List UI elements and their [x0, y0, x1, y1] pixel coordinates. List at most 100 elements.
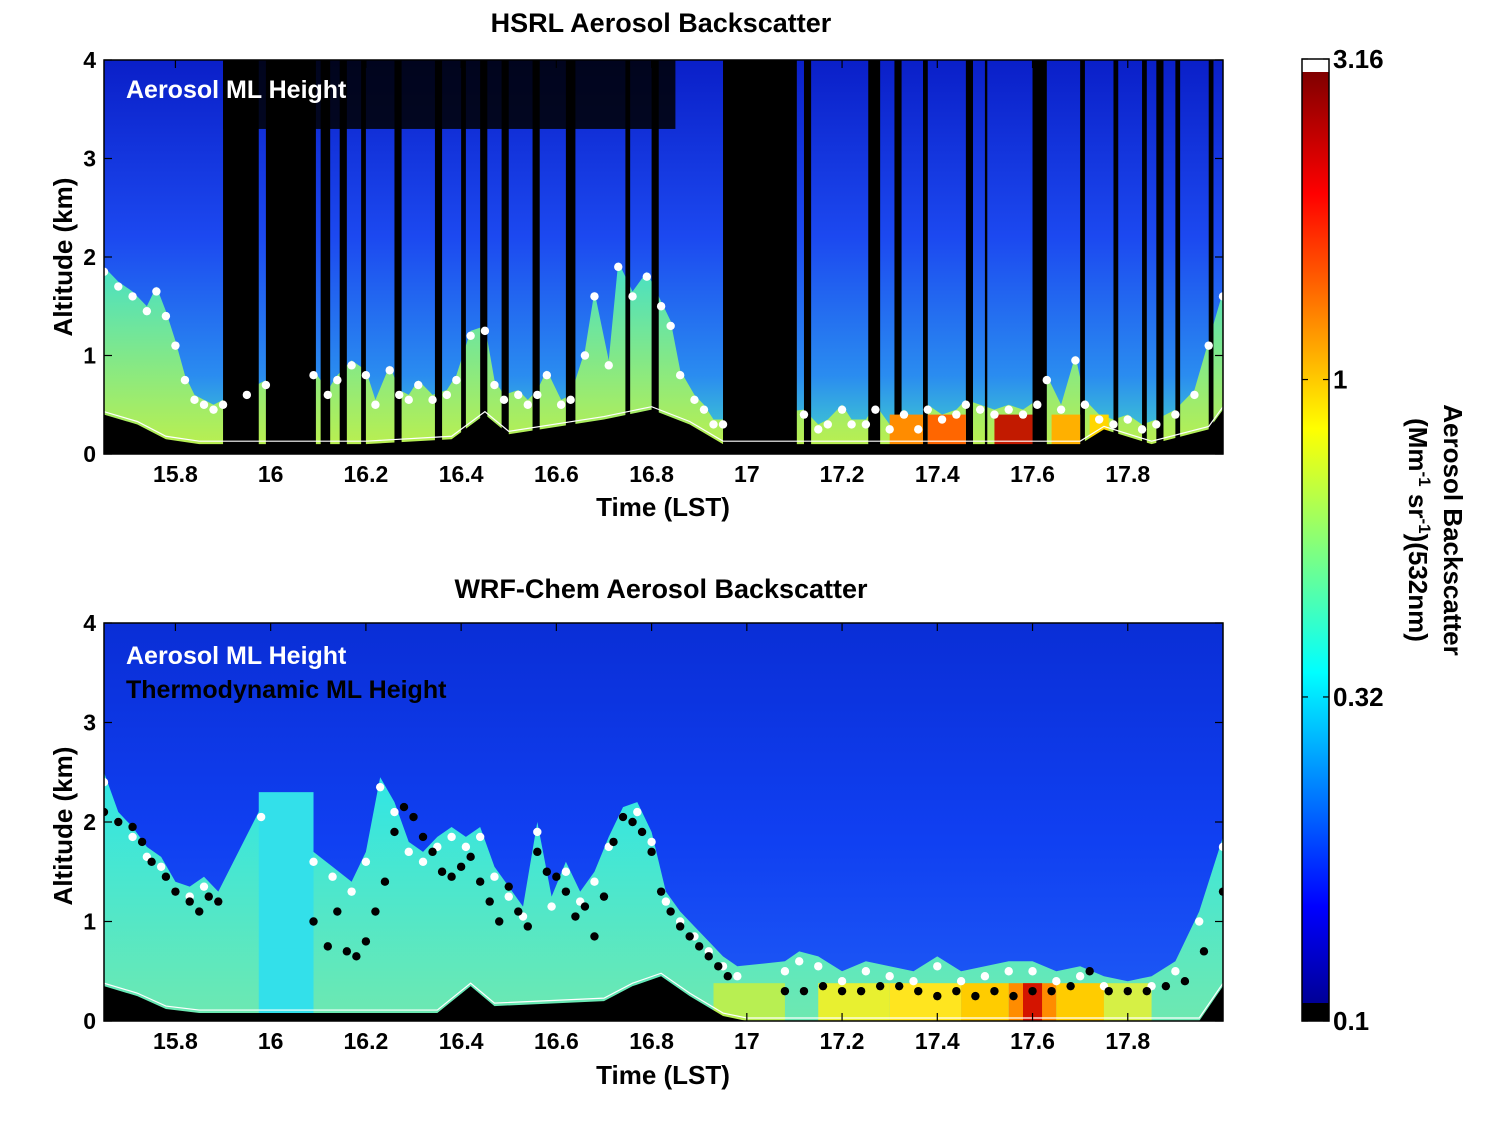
wrf-aerosol-ml-height-point: [814, 962, 823, 971]
hsrl-y-tick-label: 2: [83, 244, 96, 270]
hsrl-aerosol-ml-height-point: [480, 326, 490, 336]
colorbar-gradient: [1302, 72, 1329, 1010]
wrf-thermodynamic-ml-height-point: [195, 907, 204, 916]
hsrl-x-tick-label: 17.8: [1105, 461, 1150, 487]
wrf-aerosol-ml-height-point: [199, 882, 209, 891]
wrf-y-tick-label: 4: [83, 610, 96, 636]
wrf-terrain-outline: [104, 972, 1223, 1019]
wrf-thermodynamic-ml-height-point: [1028, 986, 1037, 996]
wrf-thermodynamic-ml-height-point: [104, 807, 109, 817]
wrf-thermodynamic-ml-height-point: [837, 986, 847, 996]
colorbar-bottom-cap: [1302, 1003, 1329, 1021]
wrf-thermodynamic-ml-height-point: [895, 981, 904, 991]
hsrl-aerosol-ml-height-point: [923, 405, 932, 414]
wrf-aerosol-ml-height-point: [104, 778, 109, 787]
hsrl-aerosol-ml-height-point: [371, 400, 380, 409]
wrf-x-tick-label: 16: [258, 1028, 284, 1054]
wrf-thermodynamic-ml-height-point: [466, 852, 475, 862]
wrf-aerosol-ml-height-point: [309, 857, 318, 866]
wrf-aerosol-ml-height-point: [933, 962, 942, 971]
wrf-aerosol-ml-height-point: [885, 972, 894, 981]
wrf-aerosol-ml-height-point: [1004, 967, 1013, 976]
colorbar-tick-label: 0.1: [1333, 1006, 1369, 1036]
colorbar-tick-label: 1: [1333, 365, 1347, 395]
wrf-aerosol-ml-height-point: [561, 867, 571, 876]
wrf-aerosol-ml-height-point: [418, 857, 428, 866]
wrf-thermodynamic-ml-height-point: [161, 872, 171, 881]
wrf-thermodynamic-ml-height-point: [818, 981, 828, 991]
hsrl-no-data-stripe: [1032, 60, 1047, 454]
hsrl-x-tick-label: 16.2: [344, 461, 389, 487]
wrf-thermodynamic-ml-height-point: [952, 986, 961, 996]
wrf-plot-area: 15.8 16 16.2 16.4 16.6 16.8 17 17.2 17.4 17.6 17.8…: [83, 610, 1224, 1054]
wrf-aerosol-ml-height-point: [533, 827, 542, 837]
hsrl-aerosol-ml-height-point: [1094, 415, 1104, 424]
wrf-y-tick-label: 1: [83, 909, 96, 935]
colorbar-label-line1: Aerosol Backscatter: [1438, 404, 1468, 655]
hsrl-aerosol-ml-height-point: [699, 405, 709, 414]
wrf-thermodynamic-ml-height-point: [204, 892, 213, 901]
wrf-thermodynamic-ml-height-point: [590, 932, 599, 941]
wrf-thermodynamic-ml-height-point: [428, 847, 437, 857]
wrf-thermodynamic-ml-height-point: [1199, 947, 1209, 956]
cbar-unit-1: (Mm: [1403, 418, 1433, 471]
hsrl-aerosol-ml-height-point: [666, 321, 675, 331]
wrf-aerosol-ml-height-point: [1052, 977, 1061, 986]
hsrl-aerosol-ml-height-point: [975, 405, 985, 414]
hsrl-no-data-stripe: [339, 60, 347, 454]
hsrl-no-data-stripe: [1080, 60, 1085, 454]
wrf-thermodynamic-ml-height-point: [656, 887, 666, 896]
hsrl-aerosol-ml-height-point: [1218, 292, 1223, 301]
hsrl-no-data-stripe: [361, 60, 366, 454]
hsrl-no-data-stripe: [565, 60, 576, 454]
wrf-aerosol-ml-height-point: [490, 872, 499, 881]
hsrl-x-tick-label: 16.8: [629, 461, 674, 487]
hsrl-x-tick-label: 16.4: [439, 461, 484, 487]
wrf-thermodynamic-ml-height-point: [695, 942, 704, 951]
wrf-thermodynamic-ml-height-point: [799, 986, 809, 996]
hsrl-aerosol-ml-height-point: [180, 375, 190, 385]
wrf-thermodynamic-ml-height-point: [1047, 986, 1056, 996]
hsrl-aerosol-ml-height-point: [1004, 405, 1013, 414]
hsrl-aerosol-ml-height-point: [361, 371, 371, 380]
hsrl-aerosol-ml-height-point: [871, 405, 880, 414]
wrf-thermodynamic-ml-height-point: [542, 867, 552, 876]
hsrl-no-data-stripe: [1208, 60, 1214, 454]
hsrl-aerosol-ml-height-point: [533, 390, 542, 400]
colorbar-tick-label: 3.16: [1333, 44, 1384, 74]
wrf-thermodynamic-ml-height-point: [637, 827, 647, 837]
colorbar-top-cap: [1302, 59, 1329, 69]
wrf-thermodynamic-ml-height-point: [1161, 981, 1171, 991]
wrf-x-tick-label: 17.2: [820, 1028, 865, 1054]
hsrl-aerosol-ml-height-point: [1190, 390, 1199, 400]
hsrl-aerosol-ml-height-point: [675, 371, 685, 380]
hsrl-aerosol-ml-height-point: [152, 287, 161, 296]
wrf-thermodynamic-ml-height-point: [380, 877, 390, 886]
wrf-thermodynamic-ml-height-point: [552, 872, 561, 881]
wrf-aerosol-ml-height-point: [661, 897, 671, 906]
hsrl-aerosol-ml-height-point: [1056, 405, 1066, 414]
wrf-aerosol-ml-height-point: [347, 887, 356, 896]
hsrl-y-tick-label: 4: [83, 47, 96, 73]
hsrl-no-data-stripe: [625, 60, 631, 454]
wrf-thermodynamic-ml-height-point: [185, 897, 194, 906]
hsrl-aerosol-ml-height-point: [428, 395, 437, 405]
hsrl-no-data-stripe: [923, 60, 928, 454]
wrf-x-tick-label: 17.6: [1010, 1028, 1055, 1054]
hsrl-no-data-stripe: [723, 60, 797, 454]
hsrl-aerosol-ml-height-point: [952, 410, 961, 419]
wrf-x-tick-label: 17: [734, 1028, 760, 1054]
wrf-x-tick-label: 15.8: [153, 1028, 198, 1054]
hsrl-no-data-stripe: [532, 60, 540, 454]
wrf-aerosol-ml-height-point: [590, 877, 599, 886]
y-axis-label-wrf: Altitude (km): [48, 747, 78, 906]
wrf-thermodynamic-ml-height-point: [533, 847, 542, 857]
wrf-high-backscatter: [713, 983, 785, 1021]
wrf-high-backscatter: [961, 983, 1009, 1021]
hsrl-aerosol-ml-height-point: [404, 395, 413, 405]
hsrl-aerosol-ml-height-point: [347, 361, 356, 370]
hsrl-aerosol-ml-height-point: [690, 395, 699, 405]
wrf-thermodynamic-ml-height-point: [1085, 967, 1094, 976]
wrf-aerosol-ml-height-point: [647, 837, 656, 847]
